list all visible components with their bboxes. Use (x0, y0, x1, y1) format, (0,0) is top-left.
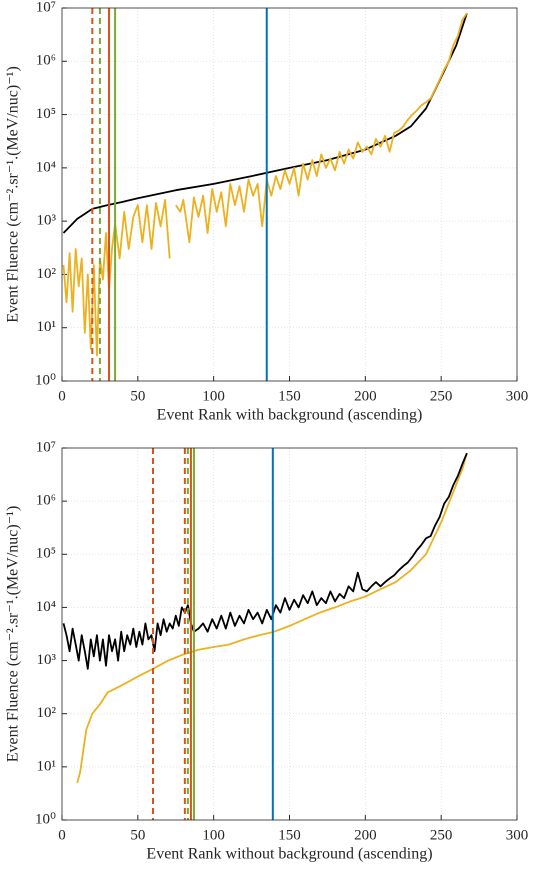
x-tick-label: 100 (202, 388, 225, 404)
x-tick-label: 0 (58, 827, 66, 843)
y-tick-label: 10⁵ (36, 106, 56, 122)
y-tick-label: 10⁴ (36, 599, 56, 615)
y-tick-label: 10³ (37, 652, 57, 668)
x-tick-label: 200 (354, 827, 377, 843)
series-line (76, 452, 468, 784)
y-tick-label: 10⁵ (36, 546, 56, 562)
y-tick-label: 10⁰ (35, 811, 56, 827)
x-tick-label: 0 (58, 388, 66, 404)
y-axis-label: Event Fluence (cm⁻².sr⁻¹.(MeV/nuc)⁻¹) (5, 66, 22, 323)
x-tick-label: 250 (430, 388, 453, 404)
y-tick-label: 10² (37, 705, 57, 721)
x-tick-label: 200 (354, 388, 377, 404)
y-tick-label: 10⁶ (36, 493, 56, 509)
y-tick-label: 10¹ (37, 319, 57, 335)
y-tick-label: 10⁴ (36, 159, 56, 175)
series-line (62, 12, 468, 234)
y-tick-label: 10⁶ (36, 53, 56, 69)
axes-box (61, 7, 518, 382)
y-tick-label: 10⁰ (35, 372, 56, 388)
y-tick-label: 10¹ (37, 758, 57, 774)
y-tick-label: 10² (37, 266, 57, 282)
x-tick-label: 100 (202, 827, 225, 843)
x-axis-label: Event Rank without background (ascending… (146, 846, 432, 863)
x-tick-label: 50 (130, 388, 145, 404)
x-tick-label: 300 (506, 388, 529, 404)
x-axis-label: Event Rank with background (ascending) (157, 407, 423, 424)
x-tick-label: 250 (430, 827, 453, 843)
x-tick-label: 150 (278, 388, 301, 404)
x-tick-label: 50 (130, 827, 145, 843)
y-tick-label: 10³ (37, 213, 57, 229)
x-tick-label: 150 (278, 827, 301, 843)
y-tick-label: 10⁷ (36, 439, 56, 455)
series-line (62, 12, 468, 357)
y-tick-label: 10⁷ (36, 0, 56, 15)
series-line (62, 452, 468, 670)
axes-box (61, 447, 518, 821)
x-tick-label: 300 (506, 827, 529, 843)
y-axis-label: Event Fluence (cm⁻².sr⁻¹.(MeV/nuc)⁻¹) (5, 506, 22, 763)
